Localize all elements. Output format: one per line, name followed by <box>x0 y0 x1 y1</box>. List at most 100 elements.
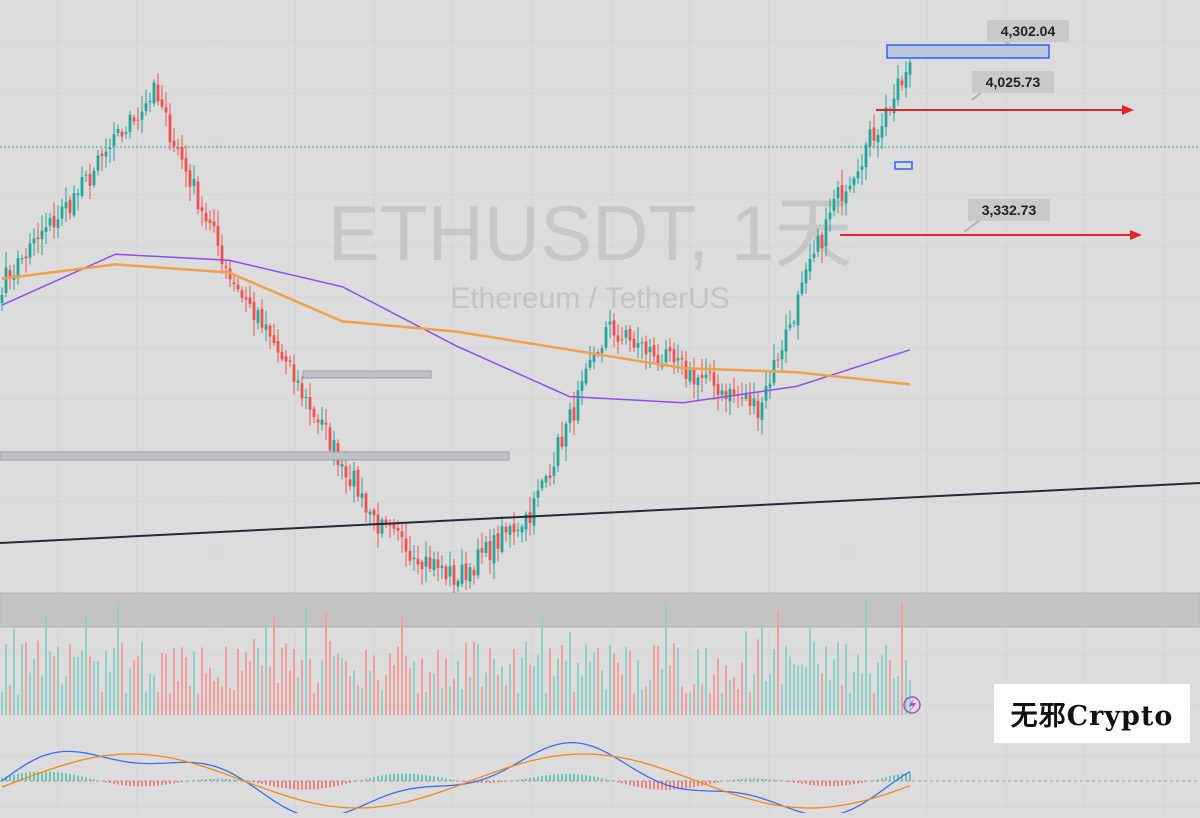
macd-bar <box>369 778 371 781</box>
macd-bar <box>561 774 563 781</box>
macd-bar <box>9 776 11 781</box>
volume-bar <box>821 673 823 715</box>
candle-body <box>65 202 68 208</box>
candle-body <box>645 342 648 355</box>
volume-bar <box>405 656 407 715</box>
macd-bar <box>417 774 419 781</box>
macd-bar <box>533 777 535 781</box>
macd-bar <box>817 781 819 786</box>
volume-bar <box>601 670 603 715</box>
volume-bar <box>765 681 767 715</box>
candle-body <box>461 565 464 584</box>
candle-body <box>553 467 556 476</box>
candle-body <box>193 179 196 186</box>
macd-bar <box>121 781 123 785</box>
macd-bar <box>373 777 375 781</box>
volume-bar <box>857 655 859 715</box>
volume-bar <box>717 658 719 715</box>
volume-bar <box>117 603 119 715</box>
volume-bar <box>329 641 331 715</box>
volume-bar <box>325 613 327 715</box>
candle-body <box>57 220 60 228</box>
candle-body <box>865 145 868 167</box>
candle-body <box>1 295 4 303</box>
candle-body <box>537 490 540 497</box>
candle-body <box>469 567 472 581</box>
volume-bar <box>513 649 515 715</box>
candle-body <box>37 237 40 239</box>
volume-bar <box>893 678 895 715</box>
macd-bar <box>161 781 163 785</box>
candle-body <box>81 177 84 196</box>
volume-bar <box>669 666 671 715</box>
candle-body <box>697 377 700 385</box>
candle-body <box>145 103 148 111</box>
zone-box-lower[interactable] <box>0 452 509 460</box>
candle-body <box>141 112 144 120</box>
candle-body <box>457 581 460 587</box>
macd-bar <box>325 781 327 788</box>
trend-line[interactable] <box>0 483 1200 543</box>
entry-box[interactable] <box>895 162 912 169</box>
candle-body <box>517 530 520 531</box>
zone-box-upper[interactable] <box>303 371 431 378</box>
macd-bar <box>57 772 59 781</box>
macd-bar <box>453 780 455 781</box>
candle-body <box>589 360 592 368</box>
volume-bar <box>833 659 835 715</box>
watermark-logo: 无邪Crypto <box>994 684 1190 743</box>
volume-bar <box>649 680 651 715</box>
volume-bar <box>241 671 243 715</box>
candle-body <box>477 549 480 575</box>
volume-bar <box>557 659 559 715</box>
target-box[interactable] <box>887 45 1049 58</box>
symbol-subtitle: Ethereum / TetherUS <box>450 282 730 315</box>
lower-zone <box>0 593 1200 627</box>
volume-bar <box>41 675 43 715</box>
macd-bar <box>873 780 875 781</box>
macd-bar <box>65 773 67 781</box>
macd-bar <box>305 781 307 790</box>
macd-bar <box>549 775 551 781</box>
candle-body <box>73 193 76 215</box>
volume-bar <box>113 648 115 715</box>
volume-bar <box>813 642 815 715</box>
macd-bar <box>633 781 635 786</box>
macd-bar <box>333 781 335 787</box>
volume-bar <box>201 647 203 715</box>
candle-body <box>825 219 828 246</box>
candle-body <box>801 282 804 293</box>
candle-body <box>673 349 676 362</box>
volume-bar <box>525 642 527 715</box>
candle-body <box>569 409 572 423</box>
candle-body <box>689 370 692 382</box>
candle-body <box>153 82 156 103</box>
macd-bar <box>649 781 651 789</box>
volume-bar <box>501 667 503 715</box>
candle-body <box>221 245 224 264</box>
candle-body <box>853 178 856 185</box>
volume-bar <box>805 667 807 715</box>
macd-bar <box>501 781 503 782</box>
volume-bar <box>377 680 379 715</box>
macd-bar <box>421 775 423 781</box>
volume-bar <box>409 669 411 715</box>
volume-bar <box>653 645 655 715</box>
macd-bar <box>329 781 331 787</box>
volume-bar <box>169 693 171 715</box>
callout-pointer-3 <box>964 220 980 232</box>
macd-bar <box>729 780 731 781</box>
volume-bar <box>681 686 683 715</box>
volume-bar <box>305 606 307 715</box>
volume-bar <box>157 692 159 715</box>
price-label-3: 3,332.73 <box>982 202 1037 218</box>
volume-bar <box>809 628 811 715</box>
candle-body <box>621 339 624 340</box>
volume-bar <box>301 660 303 715</box>
candle-body <box>285 356 288 361</box>
candle-body <box>93 171 96 185</box>
volume-bar <box>469 677 471 715</box>
volume-bar <box>205 674 207 715</box>
candle-body <box>89 174 92 186</box>
watermark-text: 无邪Crypto <box>1011 694 1174 733</box>
